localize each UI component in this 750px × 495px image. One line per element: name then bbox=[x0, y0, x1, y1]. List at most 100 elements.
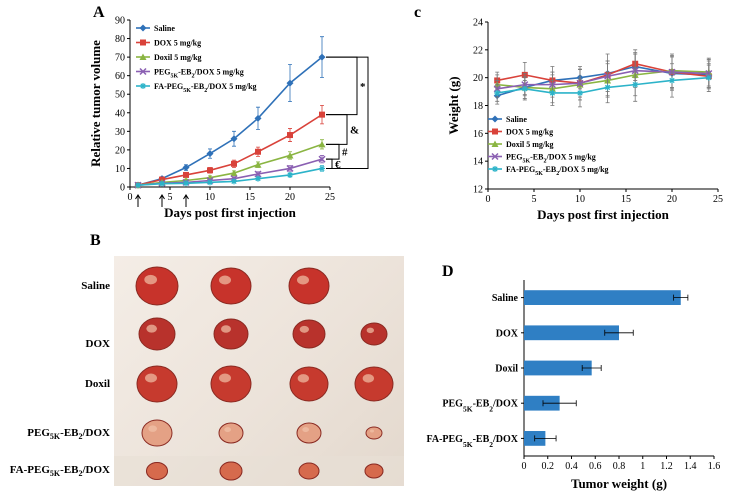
series-line bbox=[497, 76, 709, 94]
text-part: - bbox=[178, 68, 181, 77]
y-tick-label: 16 bbox=[473, 129, 483, 140]
text-part: DOX 5 mg/kg bbox=[506, 128, 553, 137]
subscript: 2 bbox=[489, 439, 493, 448]
data-point bbox=[255, 175, 261, 182]
data-point bbox=[207, 179, 213, 186]
data-point bbox=[577, 89, 583, 96]
tumor bbox=[354, 366, 394, 402]
subscript: 2 bbox=[543, 159, 546, 165]
tumor bbox=[365, 426, 383, 440]
legend-entry: FA-PEG5K-EB2/DOX 5 mg/kg bbox=[506, 165, 609, 177]
series-0 bbox=[493, 52, 713, 105]
photo-row-label: Doxil bbox=[84, 378, 110, 390]
bar bbox=[524, 395, 560, 411]
x-tick-label: 20 bbox=[667, 194, 677, 205]
tumor bbox=[138, 317, 176, 351]
series-4 bbox=[494, 63, 712, 108]
subscript: 5K bbox=[463, 404, 473, 413]
tumor-photo bbox=[114, 256, 404, 486]
category-label: DOX bbox=[496, 328, 519, 339]
legend-entry: Doxil 5 mg/kg bbox=[506, 140, 554, 149]
tumor bbox=[141, 419, 173, 447]
subscript: 5K bbox=[535, 171, 543, 177]
x-tick-label: 20 bbox=[285, 192, 295, 203]
text-part: /DOX 5 mg/kg bbox=[545, 153, 595, 162]
tumor-highlight bbox=[224, 427, 231, 433]
tumor bbox=[210, 365, 252, 403]
text-part: /DOX 5 mg/kg bbox=[206, 82, 256, 91]
bar bbox=[524, 325, 619, 341]
x-tick-label: 0 bbox=[128, 192, 133, 203]
tumor bbox=[210, 267, 252, 305]
text-part: - bbox=[191, 82, 194, 91]
photo-labels: Saline DOX Doxil PEG5K-EB2/DOX FA-PEG5K-EB2/… bbox=[0, 256, 114, 486]
tumor bbox=[146, 462, 168, 480]
tumor-highlight bbox=[297, 275, 309, 285]
text-part: EB bbox=[546, 165, 557, 174]
text-part: Saline bbox=[154, 24, 175, 33]
tumor bbox=[298, 462, 320, 480]
tumor bbox=[213, 318, 249, 350]
text-part: /DOX bbox=[492, 399, 519, 410]
data-point bbox=[286, 164, 294, 172]
x-tick-label: 1.6 bbox=[708, 461, 721, 472]
significance-bracket bbox=[326, 56, 369, 169]
legend-marker bbox=[492, 128, 498, 135]
data-point bbox=[286, 79, 294, 87]
y-tick-label: 20 bbox=[115, 145, 125, 156]
x-tick-label: 0.4 bbox=[565, 461, 578, 472]
y-tick-label: 80 bbox=[115, 34, 125, 45]
legend-marker bbox=[140, 39, 146, 46]
injection-arrow bbox=[159, 194, 165, 207]
legend-entry: PEG5K-EB2/DOX 5 mg/kg bbox=[154, 68, 244, 80]
tumor-highlight bbox=[148, 425, 157, 432]
legend-entry: PEG5K-EB2/DOX 5 mg/kg bbox=[506, 153, 596, 165]
data-point bbox=[286, 151, 294, 159]
y-tick-label: 0 bbox=[120, 183, 125, 194]
text-part: EB bbox=[181, 68, 192, 77]
data-point bbox=[669, 77, 675, 84]
y-tick-label: 40 bbox=[115, 108, 125, 119]
data-point bbox=[230, 169, 238, 177]
subscript: 5K bbox=[170, 74, 178, 80]
tumor-weight-chart: D 0 0.2 0.4 0.6 0.8 1 1.2 1.4 1.6 Tumor weight (g)… bbox=[426, 263, 721, 491]
significance-bracket bbox=[326, 114, 348, 145]
injection-arrow bbox=[183, 194, 189, 207]
data-point bbox=[521, 85, 528, 92]
error-bar bbox=[534, 435, 557, 442]
significance-bracket bbox=[326, 143, 340, 160]
y-tick-label: 18 bbox=[473, 101, 483, 112]
text-part: EB bbox=[476, 434, 490, 445]
data-point bbox=[183, 171, 189, 178]
x-tick-label: 1.2 bbox=[660, 461, 673, 472]
x-tick-label: 0 bbox=[522, 461, 527, 472]
category-label: Doxil bbox=[495, 364, 518, 375]
photo-row-label: PEG5K-EB2/DOX bbox=[27, 427, 110, 442]
data-point bbox=[135, 182, 141, 189]
panel-a-letter: A bbox=[93, 4, 105, 21]
error-bar bbox=[673, 294, 689, 301]
text-part: /DOX 5 mg/kg bbox=[558, 165, 608, 174]
y-tick-label: 90 bbox=[115, 16, 125, 27]
legend-marker bbox=[139, 24, 147, 32]
series-line bbox=[137, 113, 323, 186]
y-tick-label: 12 bbox=[473, 185, 483, 196]
legend-marker bbox=[491, 115, 499, 123]
tumor bbox=[289, 366, 329, 402]
x-axis-title: Tumor weight (g) bbox=[571, 476, 667, 491]
tumor bbox=[288, 267, 330, 305]
text-part: - bbox=[530, 153, 533, 162]
category-label: Saline bbox=[492, 293, 519, 304]
text-part: PEG bbox=[154, 68, 170, 77]
y-tick-label: 30 bbox=[115, 127, 125, 138]
legend-entry: DOX 5 mg/kg bbox=[506, 128, 553, 137]
text-part: PEG bbox=[442, 399, 463, 410]
data-point bbox=[231, 178, 237, 185]
text-part: Doxil 5 mg/kg bbox=[506, 140, 554, 149]
error-bar bbox=[604, 329, 634, 336]
subscript: 2 bbox=[204, 88, 207, 94]
text-part: FA-PEG bbox=[426, 434, 463, 445]
text-part: Doxil 5 mg/kg bbox=[154, 53, 202, 62]
data-point bbox=[230, 135, 238, 143]
